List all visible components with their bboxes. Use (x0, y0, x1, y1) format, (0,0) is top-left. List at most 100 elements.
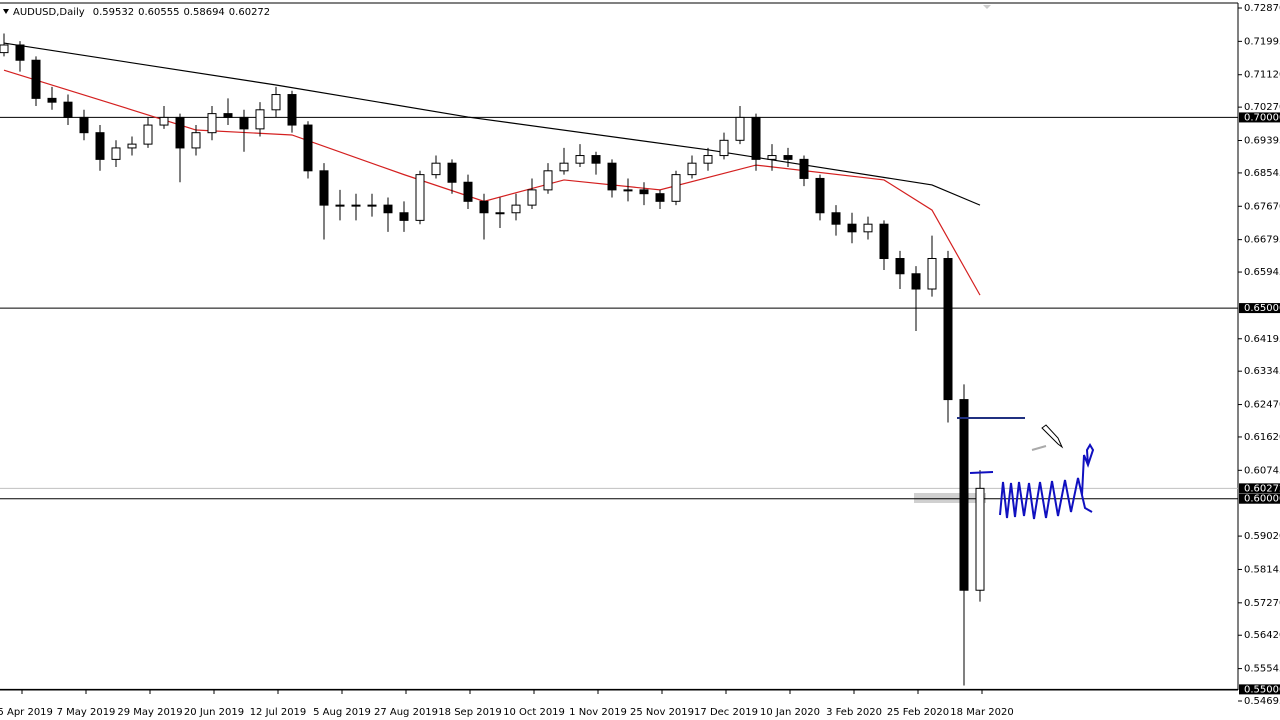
y-tick-label: 0.63345 (1244, 366, 1280, 377)
candle-body (751, 116, 761, 160)
candle-body (415, 174, 425, 221)
candle-body (799, 158, 809, 179)
candle-body (47, 97, 57, 103)
x-tick-label: 3 Feb 2020 (826, 707, 882, 718)
candle-body (0, 44, 9, 54)
candle-body (719, 139, 729, 157)
candle-body (95, 132, 105, 160)
candle-body (79, 116, 89, 134)
x-tick-label: 1 Nov 2019 (569, 707, 627, 718)
menu-arrow (3, 9, 9, 14)
y-tick-label: 0.65945 (1244, 267, 1280, 278)
candle-body (127, 143, 137, 149)
y-tick-label: 0.69395 (1244, 135, 1280, 146)
candle-body (351, 204, 361, 207)
candle-body (607, 162, 617, 191)
pencil-trace (1031, 445, 1047, 451)
candle-body (815, 177, 825, 214)
candle-body (63, 101, 73, 118)
x-tick-label: 29 May 2019 (117, 707, 182, 718)
moving-average (3, 42, 981, 206)
candle-body (303, 124, 313, 172)
candle-body (943, 258, 953, 401)
x-tick-label: 18 Mar 2020 (950, 707, 1013, 718)
candle-body (255, 109, 265, 130)
candle-body (223, 113, 233, 118)
price-label: 0.60272 (1244, 483, 1280, 494)
candle-body (767, 155, 777, 160)
level-label-box (1239, 303, 1280, 314)
candle-body (911, 273, 921, 290)
candle-body (447, 162, 457, 183)
candle-body (495, 212, 505, 215)
level-label-box (1239, 493, 1280, 504)
candle-body (975, 487, 985, 591)
header-value: 0.60555 (138, 7, 179, 18)
range-zone (914, 493, 986, 503)
x-tick-label: 7 May 2019 (57, 707, 116, 718)
candle-body (319, 170, 329, 206)
price-label-box (1239, 483, 1280, 494)
header-value: 0.59532 (93, 7, 134, 18)
x-tick-label: 17 Dec 2019 (694, 707, 758, 718)
candle-body (735, 116, 745, 141)
x-tick-label: 27 Aug 2019 (374, 707, 438, 718)
chart-title: AUDUSD,Daily (13, 7, 85, 18)
candle-body (175, 116, 185, 149)
candle-body (527, 189, 537, 206)
candle-body (575, 155, 585, 164)
x-tick-label: 18 Sep 2019 (438, 707, 501, 718)
x-tick-label: 25 Feb 2020 (887, 707, 949, 718)
shift-marker (983, 5, 991, 9)
candle-body (959, 399, 969, 591)
candle-body (31, 59, 41, 99)
drawn-scribble (999, 443, 1095, 520)
candle-body (559, 162, 569, 172)
candle-body (367, 204, 377, 207)
candle-body (655, 193, 665, 202)
candle-body (895, 258, 905, 275)
plot (0, 33, 1238, 690)
candle-body (703, 155, 713, 164)
candle-body (863, 223, 873, 233)
header-value: 0.60272 (229, 7, 270, 18)
candle-body (479, 200, 489, 214)
y-tick-label: 0.68545 (1244, 168, 1280, 179)
candle-body (783, 155, 793, 160)
candle-body (639, 189, 649, 195)
pencil (1041, 424, 1064, 449)
level-label-box (1239, 112, 1280, 123)
candle-body (143, 124, 153, 145)
x-tick-label: 12 Jul 2019 (250, 707, 307, 718)
candle-body (431, 162, 441, 176)
candle-body (831, 212, 841, 225)
y-tick-label: 0.64195 (1244, 334, 1280, 345)
candle-body (511, 204, 521, 214)
y-tick-label: 0.60745 (1244, 465, 1280, 476)
x-tick-label: 10 Jan 2020 (760, 707, 820, 718)
candle-body (383, 204, 393, 214)
candle-body (687, 162, 697, 176)
candle-body (879, 223, 889, 260)
candle-body (543, 170, 553, 191)
candle-body (847, 223, 857, 233)
candle-body (671, 174, 681, 202)
y-tick-label: 0.71995 (1244, 36, 1280, 47)
candle-body (271, 94, 281, 111)
y-tick-label: 0.66795 (1244, 235, 1280, 246)
candle-body (191, 132, 201, 149)
x-tick-label: 20 Jun 2019 (184, 707, 244, 718)
